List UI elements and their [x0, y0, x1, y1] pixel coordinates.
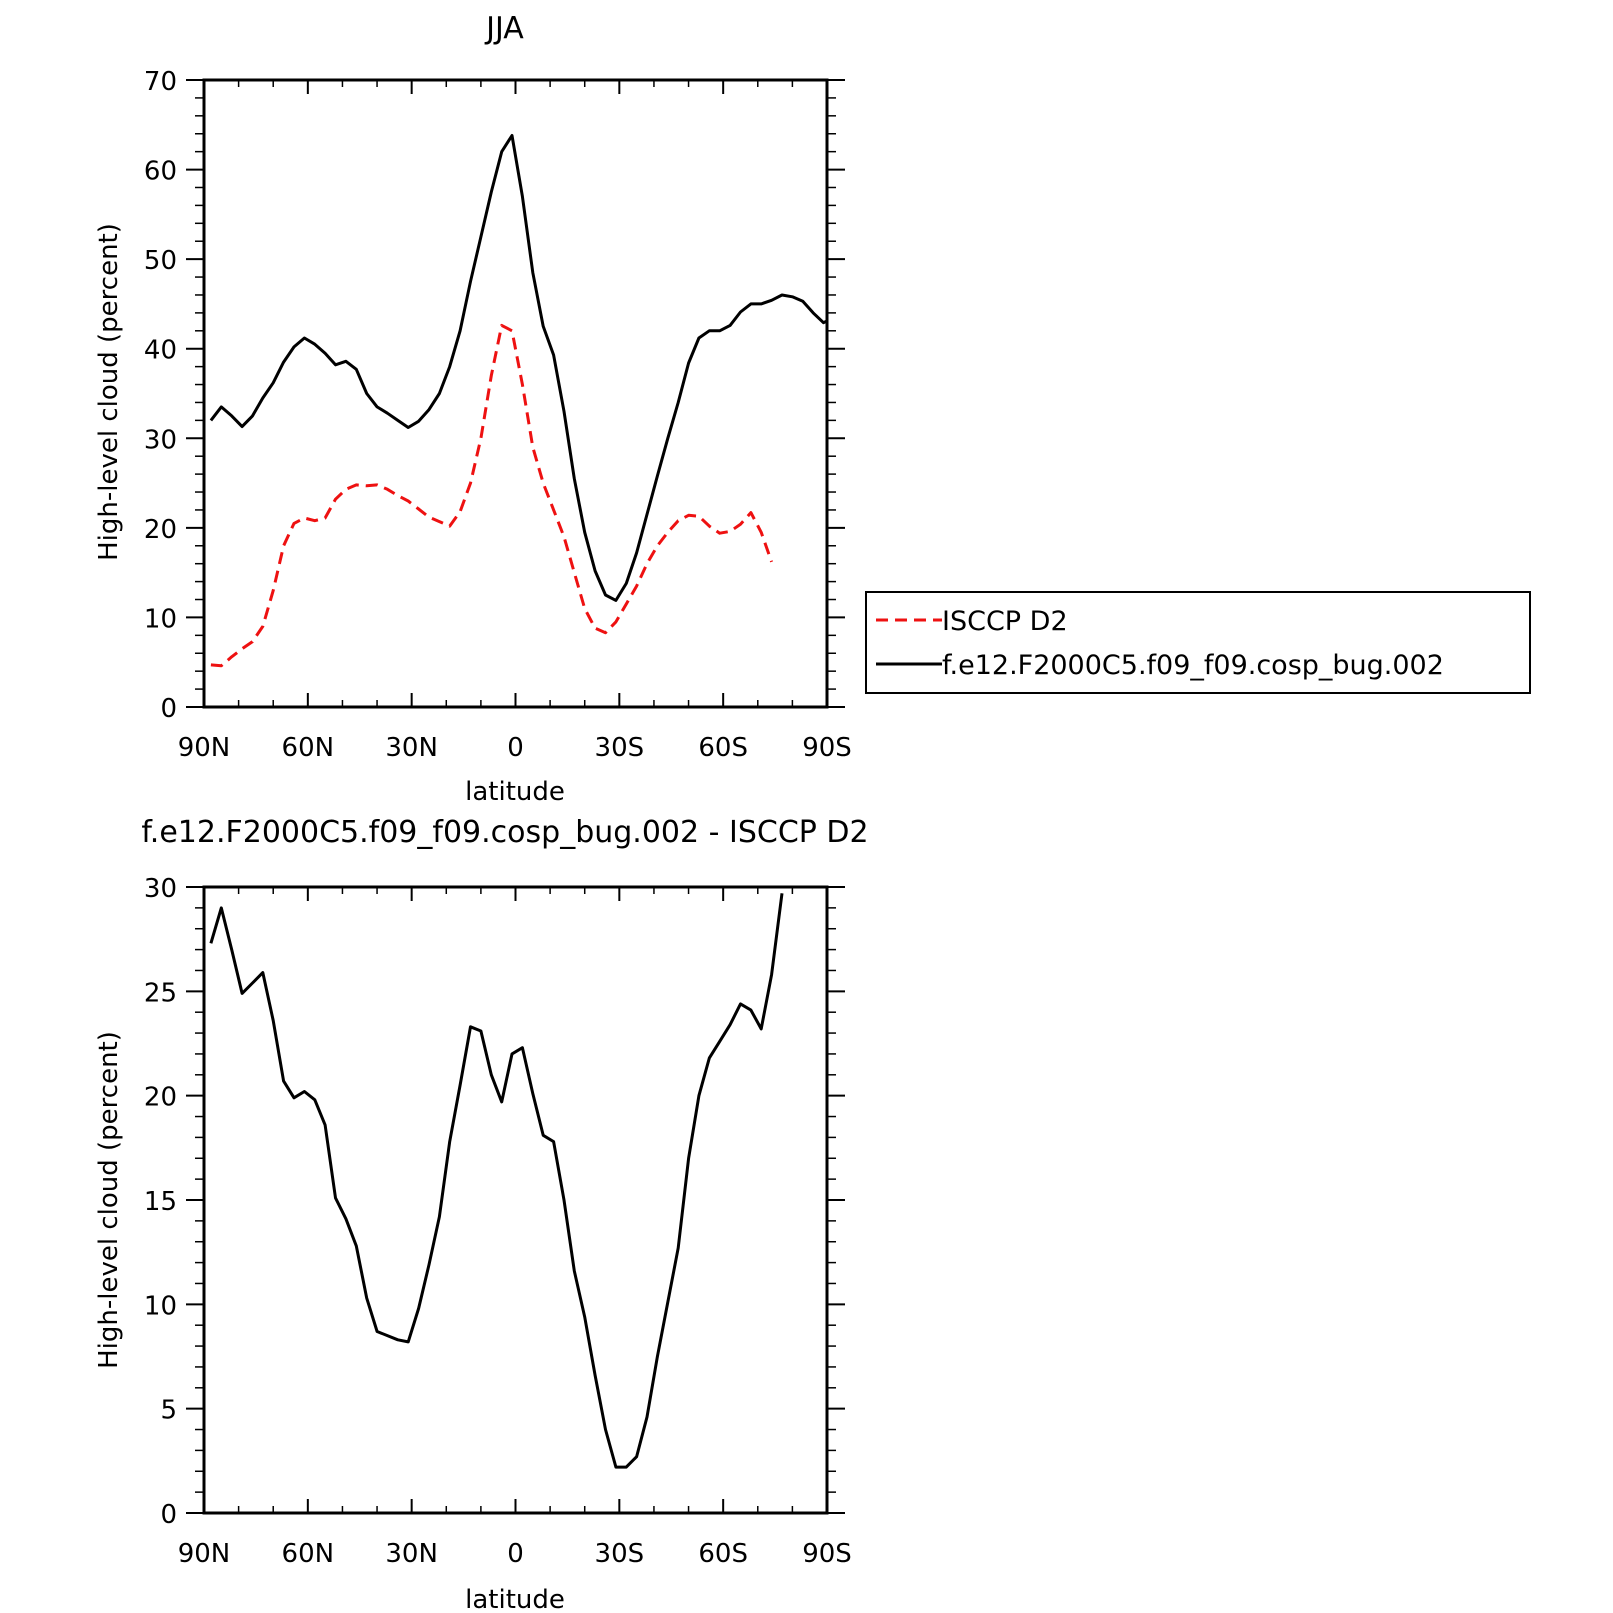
bottom-series-line-model [209, 893, 784, 1469]
x-tick-label: 90N [178, 733, 231, 763]
x-tick-label: 90N [178, 1539, 231, 1569]
x-tick-label: 30N [385, 1539, 438, 1569]
bottom-panel-title: f.e12.F2000C5.f09_f09.cosp_bug.002 - ISC… [141, 815, 868, 850]
top-panel: JJA 90N 60N 30N 0 30S 60S 90S 0 10 20 30 40 50 60 70 l… [94, 11, 1531, 807]
y-tick-label: 0 [160, 1500, 177, 1530]
x-tick-label: 0 [507, 1539, 524, 1569]
y-tick-label: 20 [144, 1083, 177, 1113]
x-tick-label: 30S [595, 733, 645, 763]
x-tick-label: 60S [698, 733, 748, 763]
x-tick-label: 30N [385, 733, 438, 763]
x-tick-label: 90S [802, 733, 852, 763]
bottom-x-axis-label: latitude [465, 1585, 565, 1613]
y-tick-label: 10 [144, 1291, 177, 1321]
y-tick-label: 20 [144, 515, 177, 545]
top-panel-title: JJA [484, 11, 524, 46]
bottom-plot-frame [202, 885, 829, 1515]
legend-label-model: f.e12.F2000C5.f09_f09.cosp_bug.002 [942, 650, 1444, 681]
top-series-line-isccp [210, 323, 774, 668]
top-y-axis-label: High-level cloud (percent) [94, 223, 124, 561]
y-tick-label: 10 [144, 604, 177, 634]
x-tick-label: 0 [507, 733, 524, 763]
x-tick-label: 30S [595, 1539, 645, 1569]
y-tick-label: 5 [160, 1396, 177, 1426]
y-tick-label: 40 [144, 336, 177, 366]
y-tick-label: 0 [160, 694, 177, 724]
bottom-y-axis-label: High-level cloud (percent) [94, 1031, 124, 1369]
x-tick-label: 60S [698, 1539, 748, 1569]
top-x-axis-label: latitude [465, 777, 565, 807]
legend-box [865, 591, 1531, 694]
bottom-panel: f.e12.F2000C5.f09_f09.cosp_bug.002 - ISC… [94, 815, 869, 1613]
y-tick-label: 70 [144, 67, 177, 97]
x-tick-label: 60N [282, 733, 335, 763]
top-series-line-model [209, 134, 827, 602]
y-tick-label: 25 [144, 978, 177, 1008]
y-tick-label: 30 [144, 874, 177, 904]
top-plot-frame [202, 78, 829, 709]
y-tick-label: 30 [144, 425, 177, 455]
x-tick-label: 60N [282, 1539, 335, 1569]
legend-label-isccp: ISCCP D2 [942, 606, 1068, 637]
legend: ISCCP D2 f.e12.F2000C5.f09_f09.cosp_bug.… [865, 591, 1531, 694]
x-tick-label: 90S [802, 1539, 852, 1569]
y-tick-label: 60 [144, 157, 177, 187]
y-tick-label: 50 [144, 246, 177, 276]
y-tick-label: 15 [144, 1187, 177, 1217]
